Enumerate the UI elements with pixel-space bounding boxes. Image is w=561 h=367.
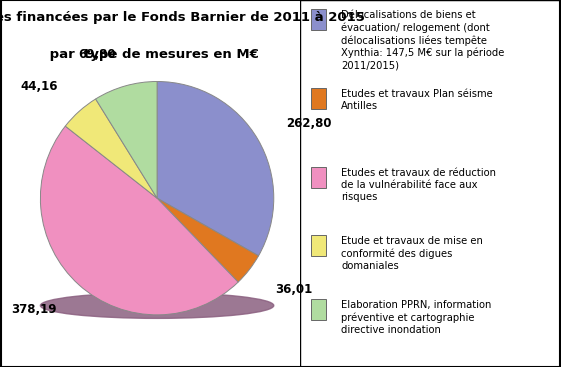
Text: Etudes et travaux Plan séisme
Antilles: Etudes et travaux Plan séisme Antilles: [341, 89, 493, 111]
FancyBboxPatch shape: [311, 235, 326, 256]
FancyBboxPatch shape: [311, 88, 326, 109]
Wedge shape: [157, 198, 259, 282]
Text: 36,01: 36,01: [275, 283, 312, 296]
Wedge shape: [157, 81, 274, 256]
FancyBboxPatch shape: [311, 299, 326, 320]
Wedge shape: [95, 81, 157, 198]
Text: par  type de mesures en M€: par type de mesures en M€: [44, 48, 259, 61]
Text: 262,80: 262,80: [286, 117, 332, 130]
Text: 44,16: 44,16: [20, 80, 57, 93]
Wedge shape: [65, 99, 157, 198]
Wedge shape: [40, 126, 238, 315]
Text: Elaboration PPRN, information
préventive et cartographie
directive inondation: Elaboration PPRN, information préventive…: [341, 300, 492, 335]
FancyBboxPatch shape: [311, 9, 326, 30]
Text: Etudes et travaux de réduction
de la vulnérabilité face aux
risques: Etudes et travaux de réduction de la vul…: [341, 168, 496, 202]
Text: Etude et travaux de mise en
conformité des digues
domaniales: Etude et travaux de mise en conformité d…: [341, 236, 483, 270]
Text: 69,80: 69,80: [79, 48, 116, 61]
Text: Dépenses financées par le Fonds Barnier de 2011 à 2015: Dépenses financées par le Fonds Barnier …: [0, 11, 365, 24]
FancyBboxPatch shape: [311, 167, 326, 188]
Text: 378,19: 378,19: [12, 302, 57, 316]
Ellipse shape: [40, 293, 274, 318]
Text: Délocalisations de biens et
évacuation/ relogement (dont
délocalisations liées t: Délocalisations de biens et évacuation/ …: [341, 10, 505, 70]
